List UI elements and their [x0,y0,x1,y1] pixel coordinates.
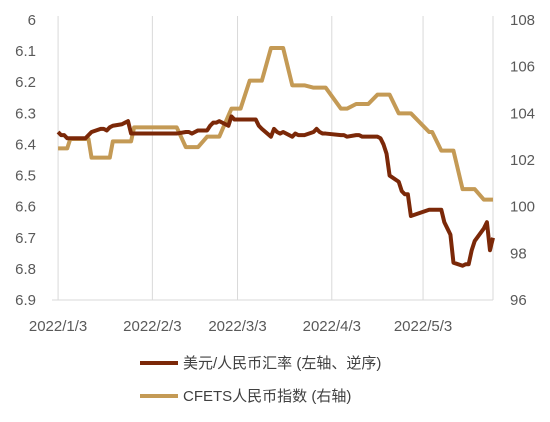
right-tick-label: 106 [510,59,535,76]
left-tick-label: 6.4 [15,136,36,153]
x-axis-ticks: 2022/1/3 2022/2/3 2022/3/3 2022/4/3 2022/5/3 [29,318,452,335]
right-tick-label: 102 [510,152,535,169]
left-tick-label: 6.1 [15,43,36,60]
legend-label-1: CFETS人民币指数 (右轴) [183,388,351,405]
left-tick-label: 6.8 [15,261,36,278]
left-tick-label: 6.3 [15,105,36,122]
x-tick-label: 2022/2/3 [123,318,181,335]
right-tick-label: 98 [510,245,527,262]
right-axis-ticks: 108 106 104 102 100 98 96 [510,12,535,309]
series-lines [56,46,495,268]
left-tick-label: 6 [28,12,36,29]
x-tick-label: 2022/5/3 [394,318,452,335]
right-tick-label: 96 [510,292,527,309]
x-tick-label: 2022/1/3 [29,318,87,335]
right-tick-label: 100 [510,199,535,216]
legend: 美元/人民币汇率 (左轴、逆序) CFETS人民币指数 (右轴) [140,355,381,405]
vertical-gridlines [57,16,494,300]
x-tick-label: 2022/4/3 [303,318,361,335]
left-tick-label: 6.2 [15,74,36,91]
left-tick-label: 6.5 [15,168,36,185]
right-tick-label: 108 [510,12,535,29]
left-axis-ticks: 6 6.1 6.2 6.3 6.4 6.5 6.6 6.7 6.8 6.9 [15,12,36,309]
series-line-1 [58,46,493,202]
right-tick-label: 104 [510,105,535,122]
series-line-0 [56,114,495,268]
left-tick-label: 6.6 [15,199,36,216]
left-tick-label: 6.7 [15,230,36,247]
left-tick-label: 6.9 [15,292,36,309]
x-tick-label: 2022/3/3 [208,318,266,335]
legend-label-0: 美元/人民币汇率 (左轴、逆序) [183,355,381,372]
